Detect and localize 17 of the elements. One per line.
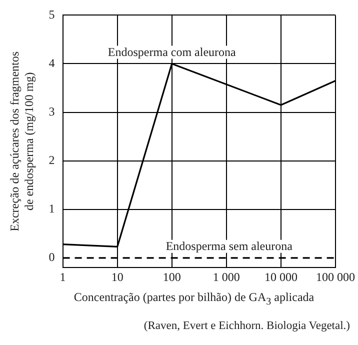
x-axis-title: Concentração (partes por bilhão) de GA$_{3}$ aplicada	[72, 290, 316, 308]
x-tick-label: 1	[60, 270, 66, 284]
x-tick-label: 100	[162, 270, 181, 284]
text: (Raven, Evert e Eichhorn. Biologia Vegetal.)	[144, 320, 350, 332]
y-tick-label: 2	[48, 152, 55, 167]
y-tick-label: 5	[48, 7, 55, 22]
x-tick-label: 10	[111, 270, 124, 284]
x-tick-label: 10 000	[264, 270, 298, 284]
x-tick-label: 100 000	[316, 270, 355, 284]
series-label: Endosperma sem aleurona	[166, 239, 294, 254]
y-tick-label: 0	[48, 250, 55, 264]
y-tick-label: 1	[48, 202, 55, 216]
y-tick-label: 4	[48, 56, 55, 70]
series-label: Endosperma com aleurona	[108, 44, 237, 59]
y-tick-label: 3	[48, 104, 55, 118]
x-tick-label: 1 000	[212, 270, 240, 284]
y-axis-title: Excreção de açúcares dos fragmentos de endosperma (mg/100 mg)	[7, 51, 36, 232]
